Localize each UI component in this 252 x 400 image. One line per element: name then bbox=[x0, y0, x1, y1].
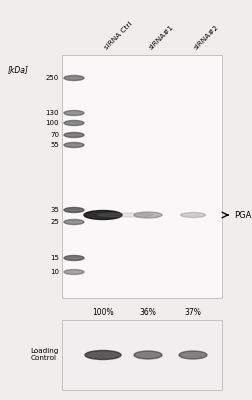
Text: 15: 15 bbox=[50, 255, 59, 261]
Text: 25: 25 bbox=[50, 219, 59, 225]
Ellipse shape bbox=[64, 256, 84, 260]
Ellipse shape bbox=[64, 270, 84, 274]
Text: 36%: 36% bbox=[140, 308, 156, 317]
Ellipse shape bbox=[134, 351, 162, 359]
Text: 130: 130 bbox=[46, 110, 59, 116]
Ellipse shape bbox=[85, 350, 121, 360]
Text: PGAM5: PGAM5 bbox=[234, 210, 252, 220]
Text: Loading
Control: Loading Control bbox=[31, 348, 59, 362]
Text: 10: 10 bbox=[50, 269, 59, 275]
FancyBboxPatch shape bbox=[62, 55, 222, 298]
Ellipse shape bbox=[64, 110, 84, 116]
Text: 100%: 100% bbox=[92, 308, 114, 317]
Text: siRNA Ctrl: siRNA Ctrl bbox=[103, 21, 133, 51]
Ellipse shape bbox=[64, 142, 84, 148]
Text: 70: 70 bbox=[50, 132, 59, 138]
Ellipse shape bbox=[84, 210, 122, 220]
Ellipse shape bbox=[179, 351, 207, 359]
FancyBboxPatch shape bbox=[62, 320, 222, 390]
Ellipse shape bbox=[134, 212, 162, 218]
Text: 37%: 37% bbox=[184, 308, 201, 317]
Text: 35: 35 bbox=[50, 207, 59, 213]
Text: [kDa]: [kDa] bbox=[8, 65, 29, 74]
Ellipse shape bbox=[64, 132, 84, 138]
Ellipse shape bbox=[64, 220, 84, 224]
Ellipse shape bbox=[64, 76, 84, 80]
Ellipse shape bbox=[180, 212, 205, 218]
Text: 55: 55 bbox=[50, 142, 59, 148]
Ellipse shape bbox=[64, 120, 84, 126]
Text: siRNA#1: siRNA#1 bbox=[148, 24, 175, 51]
Text: 250: 250 bbox=[46, 75, 59, 81]
Ellipse shape bbox=[64, 208, 84, 212]
Text: siRNA#2: siRNA#2 bbox=[193, 24, 220, 51]
Text: 100: 100 bbox=[46, 120, 59, 126]
Ellipse shape bbox=[98, 213, 153, 217]
